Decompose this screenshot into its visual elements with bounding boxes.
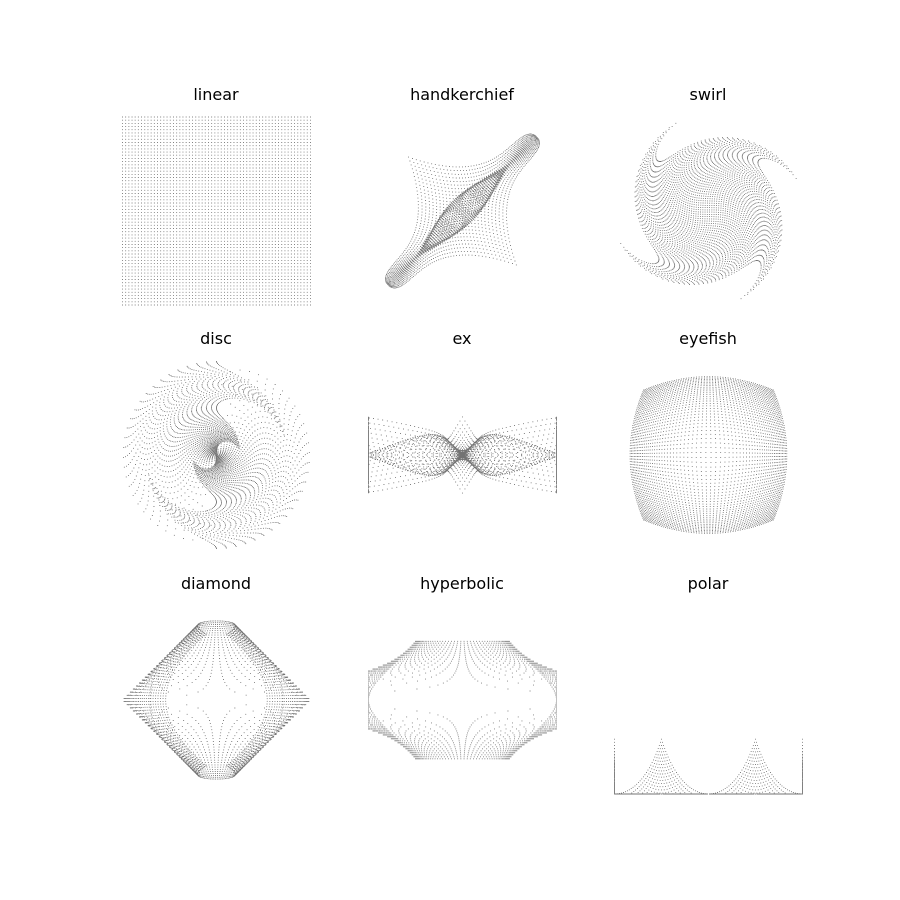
- points-disc: [123, 361, 310, 549]
- panel-eyefish: eyefish: [629, 329, 788, 534]
- panel-hyperbolic: hyperbolic: [368, 574, 557, 760]
- points-diamond: [123, 620, 310, 780]
- panel-title-swirl: swirl: [690, 85, 727, 104]
- points-swirl: [620, 122, 797, 300]
- points-eyefish: [629, 376, 788, 534]
- panel-title-polar: polar: [688, 574, 729, 593]
- panel-title-linear: linear: [193, 85, 239, 104]
- points-ex: [368, 416, 557, 494]
- panel-linear: linear: [122, 85, 311, 306]
- panel-swirl: swirl: [620, 85, 797, 300]
- points-linear: [122, 116, 311, 306]
- panel-title-hyperbolic: hyperbolic: [420, 574, 504, 593]
- panel-title-ex: ex: [452, 329, 471, 348]
- panel-handkerchief: handkerchief: [385, 85, 540, 289]
- panel-title-handkerchief: handkerchief: [410, 85, 514, 104]
- panel-diamond: diamond: [123, 574, 310, 780]
- panel-polar: polar: [614, 574, 803, 795]
- panel-disc: disc: [123, 329, 310, 549]
- panel-title-eyefish: eyefish: [679, 329, 737, 348]
- points-handkerchief: [385, 133, 540, 289]
- panel-title-diamond: diamond: [181, 574, 251, 593]
- points-hyperbolic: [368, 640, 557, 760]
- panel-title-disc: disc: [200, 329, 232, 348]
- panel-ex: ex: [368, 329, 557, 494]
- points-polar: [614, 738, 803, 795]
